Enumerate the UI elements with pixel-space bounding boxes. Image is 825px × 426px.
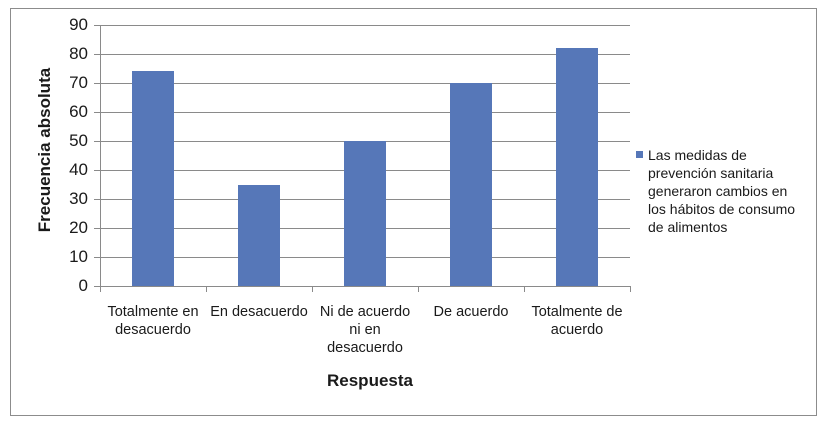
legend-label: Las medidas de prevención sanitaria gene… <box>648 147 796 235</box>
bar <box>344 141 386 286</box>
bar <box>132 71 174 286</box>
bar <box>238 184 280 286</box>
y-tick-mark <box>94 170 100 171</box>
y-tick-mark <box>94 286 100 287</box>
y-tick-mark <box>94 83 100 84</box>
y-axis-line <box>100 25 101 287</box>
y-tick-mark <box>94 25 100 26</box>
y-tick-label: 80 <box>69 44 88 63</box>
y-tick-label: 40 <box>69 160 88 179</box>
x-axis-title: Respuesta <box>327 371 413 390</box>
x-axis-line <box>100 286 630 287</box>
y-tick-mark <box>94 54 100 55</box>
x-tick-mark <box>100 286 101 292</box>
x-category-label: Totalmente de acuerdo <box>531 304 623 338</box>
y-tick-label: 50 <box>69 131 88 150</box>
y-tick-label: 60 <box>69 102 88 121</box>
y-tick-label: 10 <box>69 247 88 266</box>
gridline <box>100 83 630 84</box>
y-tick-label: 70 <box>69 73 88 92</box>
x-tick-mark <box>418 286 419 292</box>
y-tick-mark <box>94 228 100 229</box>
bar <box>450 83 492 286</box>
x-category-label: Totalmente en desacuerdo <box>107 304 199 338</box>
y-tick-label: 30 <box>69 189 88 208</box>
y-tick-label: 20 <box>69 218 88 237</box>
bar <box>556 48 598 286</box>
legend-swatch-icon <box>636 151 643 158</box>
x-category-label: En desacuerdo <box>210 304 308 320</box>
x-category-label: De acuerdo <box>433 304 509 320</box>
x-tick-mark <box>206 286 207 292</box>
x-tick-mark <box>312 286 313 292</box>
y-tick-mark <box>94 199 100 200</box>
y-tick-mark <box>94 141 100 142</box>
y-tick-label: 90 <box>69 15 88 34</box>
x-category-label: Ni de acuerdo ni en desacuerdo <box>319 304 411 356</box>
x-tick-mark <box>524 286 525 292</box>
y-tick-label: 0 <box>78 276 88 295</box>
x-tick-mark <box>630 286 631 292</box>
gridline <box>100 112 630 113</box>
gridline <box>100 54 630 55</box>
y-tick-mark <box>94 257 100 258</box>
plot-area <box>94 25 631 292</box>
gridline <box>100 25 630 26</box>
y-tick-mark <box>94 112 100 113</box>
